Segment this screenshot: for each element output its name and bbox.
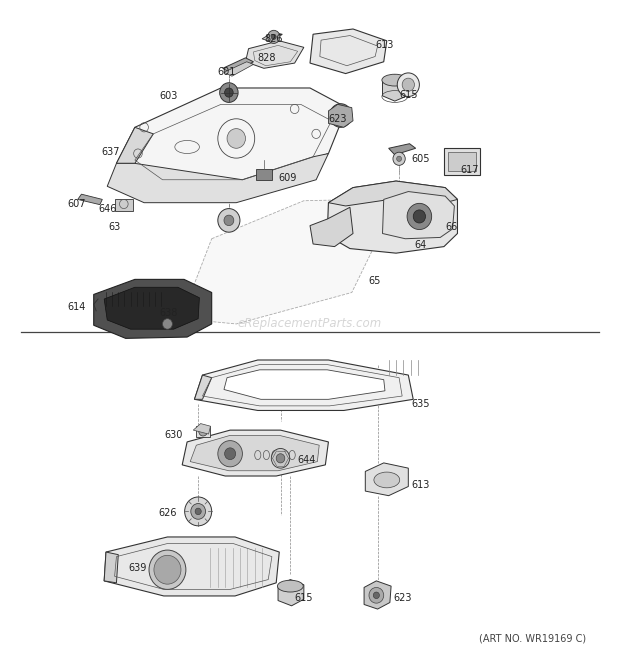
Polygon shape	[246, 41, 304, 68]
Circle shape	[199, 427, 207, 436]
Text: 609: 609	[278, 173, 296, 184]
Text: 613: 613	[412, 479, 430, 490]
Circle shape	[393, 152, 405, 165]
Polygon shape	[278, 580, 304, 605]
Text: 605: 605	[411, 154, 430, 164]
Text: 65: 65	[368, 276, 381, 286]
Circle shape	[227, 129, 246, 148]
Polygon shape	[364, 581, 391, 609]
Circle shape	[154, 555, 181, 584]
Polygon shape	[383, 192, 454, 239]
Ellipse shape	[277, 580, 303, 592]
Text: 66: 66	[445, 222, 458, 232]
Polygon shape	[195, 360, 413, 410]
Text: 63: 63	[108, 222, 121, 232]
Text: 828: 828	[258, 53, 277, 63]
Polygon shape	[104, 537, 279, 596]
Bar	[197, 426, 210, 437]
Circle shape	[195, 508, 202, 515]
Circle shape	[224, 447, 236, 459]
Circle shape	[330, 104, 352, 128]
Circle shape	[369, 588, 384, 603]
Text: 603: 603	[159, 91, 178, 101]
Text: 639: 639	[129, 563, 147, 573]
Polygon shape	[104, 552, 118, 583]
Text: 635: 635	[411, 399, 430, 409]
Circle shape	[224, 215, 234, 225]
Text: 607: 607	[67, 199, 86, 209]
Polygon shape	[383, 75, 409, 101]
Polygon shape	[104, 288, 200, 329]
Circle shape	[272, 34, 276, 40]
Ellipse shape	[382, 74, 408, 86]
Circle shape	[149, 550, 186, 590]
Circle shape	[407, 204, 432, 229]
Bar	[115, 199, 133, 211]
Polygon shape	[389, 143, 415, 155]
Text: 614: 614	[68, 302, 86, 312]
Polygon shape	[327, 181, 458, 253]
Polygon shape	[78, 194, 102, 205]
Polygon shape	[224, 369, 385, 399]
Text: 617: 617	[461, 165, 479, 175]
Polygon shape	[329, 181, 458, 206]
Text: 626: 626	[158, 508, 177, 518]
Text: (ART NO. WR19169 C): (ART NO. WR19169 C)	[479, 634, 587, 644]
Polygon shape	[117, 128, 153, 163]
Text: 644: 644	[298, 455, 316, 465]
Polygon shape	[262, 32, 282, 42]
Polygon shape	[223, 58, 254, 73]
Polygon shape	[310, 208, 353, 247]
Circle shape	[218, 209, 240, 232]
Polygon shape	[117, 88, 347, 186]
Text: 826: 826	[264, 34, 282, 44]
Text: 615: 615	[294, 593, 313, 603]
Text: 613: 613	[376, 40, 394, 50]
Text: 638: 638	[159, 308, 178, 318]
Text: 601: 601	[218, 67, 236, 77]
Polygon shape	[94, 280, 211, 338]
Text: 646: 646	[98, 204, 117, 214]
Circle shape	[185, 497, 211, 525]
Circle shape	[397, 156, 402, 161]
Bar	[444, 148, 480, 175]
Bar	[448, 151, 476, 171]
Circle shape	[413, 210, 425, 223]
Circle shape	[268, 30, 280, 44]
Circle shape	[272, 448, 290, 468]
Text: eReplacementParts.com: eReplacementParts.com	[238, 317, 382, 330]
Polygon shape	[329, 104, 353, 128]
Circle shape	[218, 441, 242, 467]
Text: 630: 630	[164, 430, 183, 440]
Polygon shape	[365, 463, 409, 496]
Polygon shape	[193, 424, 210, 434]
Text: 637: 637	[101, 147, 120, 157]
Text: 623: 623	[393, 593, 412, 603]
Polygon shape	[190, 436, 319, 471]
Circle shape	[402, 78, 414, 91]
Circle shape	[397, 73, 419, 97]
Polygon shape	[107, 153, 329, 203]
Text: 64: 64	[415, 241, 427, 251]
Text: 615: 615	[399, 89, 417, 100]
Polygon shape	[195, 375, 211, 399]
Circle shape	[162, 319, 172, 329]
Polygon shape	[181, 200, 384, 324]
Circle shape	[224, 88, 233, 97]
Polygon shape	[224, 61, 254, 76]
Polygon shape	[182, 430, 329, 476]
Circle shape	[373, 592, 379, 599]
Ellipse shape	[374, 472, 400, 488]
Text: 623: 623	[329, 114, 347, 124]
Circle shape	[191, 504, 206, 520]
Bar	[256, 169, 272, 180]
Polygon shape	[310, 29, 387, 73]
Circle shape	[219, 83, 238, 102]
Circle shape	[276, 453, 285, 463]
